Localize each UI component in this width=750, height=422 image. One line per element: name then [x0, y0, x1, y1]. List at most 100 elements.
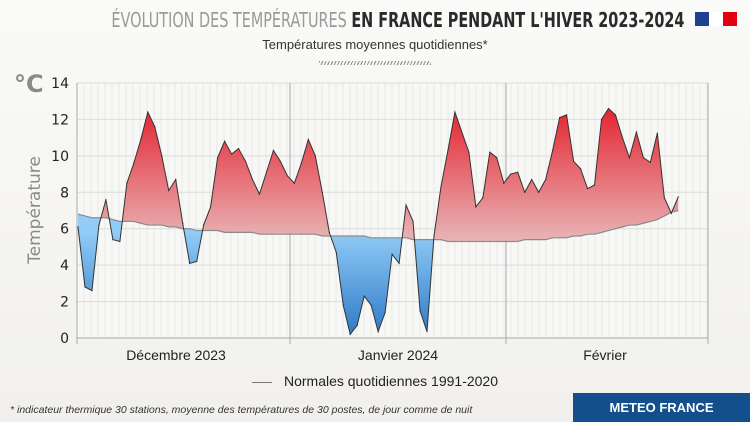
y-tick-label: 0 — [60, 331, 69, 347]
temperature-point — [293, 182, 295, 184]
temperature-point — [405, 204, 407, 206]
temperature-point — [230, 153, 233, 155]
temperature-point — [105, 198, 107, 201]
temperature-point — [572, 160, 575, 162]
temperature-point — [586, 188, 589, 190]
chart-title: ÉVOLUTION DES TEMPÉRATURES EN FRANCE PEN… — [0, 8, 750, 32]
temperature-point — [517, 171, 519, 173]
temperature-point — [217, 157, 219, 159]
temperature-point — [119, 240, 121, 243]
temperature-point — [579, 168, 582, 170]
temperature-point — [628, 157, 631, 159]
temperature-point — [670, 212, 672, 214]
title-bold: EN FRANCE PENDANT L'HIVER 2023-2024 — [351, 8, 685, 32]
chart-subtitle: Températures moyennes quotidiennes* — [262, 37, 488, 52]
y-tick-label: 4 — [60, 258, 69, 274]
temperature-point — [356, 324, 358, 326]
temperature-point — [237, 147, 240, 150]
temperature-point — [559, 117, 561, 119]
temperature-point — [328, 231, 330, 233]
temperature-point — [272, 149, 275, 151]
temperature-point — [524, 191, 526, 193]
temperature-point — [370, 304, 372, 306]
temperature-point — [210, 206, 212, 208]
temperature-point — [482, 197, 484, 199]
month-label-january: Janvier 2024 — [358, 347, 438, 363]
republique-francaise-logo — [695, 12, 737, 26]
temperature-point — [363, 295, 365, 297]
y-tick-label: 8 — [60, 185, 69, 201]
temperature-point — [77, 226, 79, 228]
temperature-point — [531, 178, 533, 181]
temperature-point — [140, 138, 142, 141]
temperature-point — [161, 155, 163, 157]
temperature-point — [175, 178, 177, 181]
temperature-point — [98, 224, 100, 226]
temperature-point — [349, 333, 351, 335]
temperature-point — [649, 161, 651, 163]
temperature-point — [496, 157, 498, 159]
decorative-divider — [319, 61, 431, 65]
y-tick-label: 14 — [51, 76, 69, 92]
temperature-point — [489, 151, 491, 153]
temperature-point — [203, 224, 205, 226]
temperature-point — [461, 131, 463, 133]
temperature-point — [642, 157, 644, 159]
temperature-point — [454, 111, 456, 113]
temperature-point — [433, 235, 435, 237]
temperature-point — [314, 155, 316, 157]
footnote: * indicateur thermique 30 stations, moye… — [10, 404, 473, 416]
temperature-point — [412, 220, 414, 223]
temperature-point — [566, 114, 568, 116]
area-above-normal — [78, 108, 679, 242]
temperature-point — [168, 189, 170, 192]
temperature-point — [545, 178, 547, 181]
temperature-point — [265, 171, 268, 173]
y-tick-label: 12 — [51, 112, 69, 128]
temperature-point — [510, 173, 512, 175]
temperature-point — [307, 138, 309, 141]
temperature-point — [84, 286, 86, 288]
temperature-point — [440, 186, 442, 188]
temperature-point — [552, 149, 554, 151]
temperature-point — [279, 160, 282, 162]
temperature-point — [300, 162, 302, 164]
temperature-point — [154, 126, 156, 128]
temperature-point — [663, 197, 665, 199]
month-label-february: Février — [583, 347, 627, 363]
temperature-point — [419, 310, 421, 312]
temperature-point — [112, 239, 114, 241]
temperature-point — [447, 149, 449, 151]
temperature-point — [133, 162, 135, 164]
temperature-point — [677, 196, 679, 198]
temperature-point — [251, 178, 254, 181]
temperature-point — [126, 182, 128, 184]
temperature-point — [258, 193, 261, 195]
flag-red — [723, 12, 737, 26]
meteo-france-logo: METEO FRANCE — [573, 393, 750, 422]
temperature-point — [147, 111, 149, 113]
temperature-point — [182, 222, 184, 224]
temperature-point — [621, 137, 624, 139]
temperature-point — [503, 182, 505, 184]
temperature-point — [607, 107, 610, 110]
temperature-point — [656, 132, 658, 134]
legend-line-swatch — [251, 381, 272, 383]
temperature-point — [384, 311, 386, 314]
temperature-point — [593, 184, 596, 186]
temperature-point — [426, 331, 428, 333]
temperature-point — [244, 160, 247, 162]
temperature-point — [223, 140, 226, 142]
temperature-point — [475, 206, 477, 208]
y-axis: 0 2 4 6 8 10 12 14 — [51, 76, 69, 347]
temperature-point — [600, 118, 603, 121]
temperature-point — [614, 114, 617, 116]
temperature-point — [196, 260, 198, 263]
temperature-point — [538, 191, 540, 193]
y-tick-label: 2 — [60, 295, 69, 311]
temperature-point — [398, 262, 400, 264]
temperature-point — [91, 290, 93, 292]
temperature-point — [635, 131, 638, 133]
flag-white — [709, 12, 723, 26]
